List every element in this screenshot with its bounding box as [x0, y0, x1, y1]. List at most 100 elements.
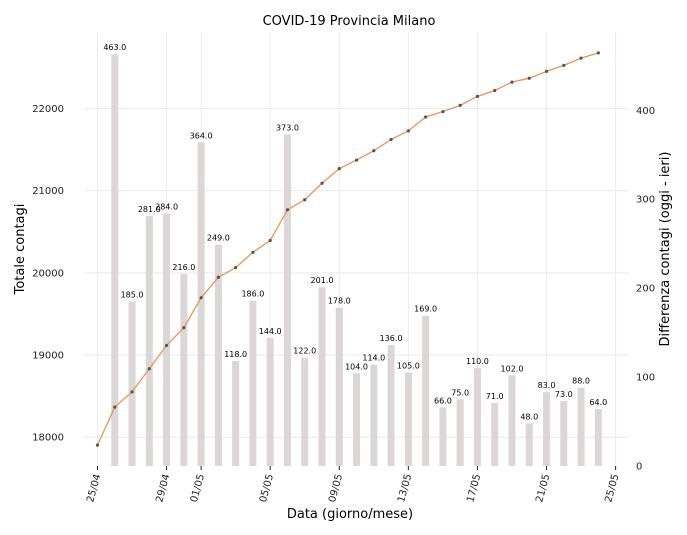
bar-value-label-10: 373.0 [276, 123, 299, 132]
bar-28 [594, 409, 602, 466]
bar-1 [128, 301, 136, 466]
bar-value-label-22: 71.0 [486, 392, 504, 401]
total-cases-point-5 [182, 326, 186, 330]
bar-value-label-23: 102.0 [501, 364, 524, 373]
bar-19 [439, 407, 447, 466]
bar-18 [422, 315, 430, 466]
bar-23 [508, 375, 516, 466]
y-right-tick-label-3: 300 [636, 195, 655, 206]
bar-value-label-7: 118.0 [224, 350, 247, 359]
y-right-tick-label-0: 0 [636, 462, 642, 473]
bar-value-label-0: 463.0 [103, 43, 126, 52]
y-axis-left-title: Totale contagi [13, 204, 28, 296]
bar-6 [214, 244, 222, 466]
total-cases-point-14 [337, 167, 341, 171]
bar-value-label-2: 281.0 [138, 205, 161, 214]
total-cases-point-11 [285, 208, 290, 212]
bar-series [111, 54, 602, 466]
y-left-tick-label-3: 21000 [32, 186, 64, 197]
total-cases-point-8 [234, 265, 238, 270]
bar-value-label-25: 83.0 [538, 381, 556, 390]
axes: 1800019000200002100022000010020030040025… [32, 104, 655, 504]
total-cases-point-26 [544, 69, 549, 73]
bar-21 [473, 368, 481, 466]
bar-15 [370, 364, 378, 466]
bar-value-label-21: 110.0 [466, 357, 489, 366]
y-right-tick-label-4: 400 [636, 106, 655, 117]
bar-8 [249, 300, 257, 466]
bar-value-label-24: 48.0 [520, 412, 538, 421]
total-cases-point-4 [164, 343, 169, 348]
total-cases-point-29 [596, 51, 600, 55]
bar-27 [577, 387, 585, 466]
bar-17 [404, 372, 412, 466]
bar-5 [197, 142, 205, 466]
y-left-tick-label-4: 22000 [32, 104, 64, 115]
bar-20 [456, 399, 464, 466]
y-left-tick-label-2: 20000 [32, 268, 64, 279]
total-cases-point-7 [216, 275, 220, 279]
bar-25 [543, 392, 551, 466]
bar-value-label-9: 144.0 [259, 327, 282, 336]
bar-value-label-4: 216.0 [172, 263, 195, 272]
bar-value-label-19: 66.0 [434, 396, 452, 405]
bar-value-label-16: 136.0 [380, 334, 403, 343]
bar-value-label-18: 169.0 [414, 305, 437, 314]
bar-value-label-26: 73.0 [555, 390, 573, 399]
bar-value-label-8: 186.0 [241, 290, 264, 299]
bar-3 [163, 213, 171, 466]
total-cases-point-10 [268, 238, 272, 243]
total-cases-point-3 [147, 367, 151, 371]
total-cases-point-28 [579, 56, 583, 60]
total-cases-point-12 [303, 198, 307, 202]
bar-value-label-20: 75.0 [451, 388, 469, 397]
chart-title: COVID-19 Provincia Milano [263, 14, 436, 29]
bar-value-label-15: 114.0 [362, 354, 385, 363]
total-cases-point-25 [527, 76, 531, 80]
bar-value-label-5: 364.0 [190, 131, 213, 140]
bar-value-label-12: 201.0 [311, 276, 334, 285]
bar-value-label-3: 284.0 [155, 202, 178, 211]
bar-value-label-6: 249.0 [207, 234, 230, 243]
total-cases-point-1 [113, 405, 117, 409]
total-cases-point-16 [372, 149, 376, 153]
y-right-tick-label-1: 100 [636, 373, 655, 384]
bar-9 [266, 337, 274, 466]
total-cases-point-9 [251, 250, 255, 254]
total-cases-point-0 [95, 443, 100, 447]
y-axis-right-title: Differenza contagi (oggi - ieri) [658, 152, 673, 347]
total-cases-line [96, 52, 599, 446]
y-left-tick-label-1: 19000 [32, 351, 64, 362]
bar-13 [335, 307, 343, 466]
bar-value-label-11: 122.0 [293, 347, 316, 356]
total-cases-point-2 [130, 390, 134, 394]
bar-value-label-14: 104.0 [345, 363, 368, 372]
bar-10 [283, 134, 291, 466]
bar-value-label-28: 64.0 [589, 398, 607, 407]
line-series [95, 51, 600, 447]
bar-7 [232, 361, 240, 466]
bar-12 [318, 287, 326, 466]
total-cases-point-13 [320, 181, 324, 185]
bar-24 [525, 423, 533, 466]
total-cases-point-17 [389, 137, 393, 142]
total-cases-point-19 [424, 115, 428, 119]
bar-value-label-27: 88.0 [572, 377, 590, 386]
y-left-tick-label-0: 18000 [32, 433, 64, 444]
bar-0 [111, 54, 119, 466]
total-cases-point-21 [458, 103, 462, 108]
x-axis-title: Data (giorno/mese) [287, 507, 413, 522]
bar-26 [560, 401, 568, 466]
total-cases-point-27 [562, 63, 566, 67]
bar-2 [145, 216, 153, 466]
total-cases-point-6 [199, 296, 203, 300]
total-cases-point-18 [406, 129, 410, 133]
bar-value-label-17: 105.0 [397, 362, 420, 371]
total-cases-point-20 [441, 109, 445, 114]
bar-14 [353, 373, 361, 466]
total-cases-point-23 [493, 88, 497, 93]
bar-4 [180, 273, 188, 466]
